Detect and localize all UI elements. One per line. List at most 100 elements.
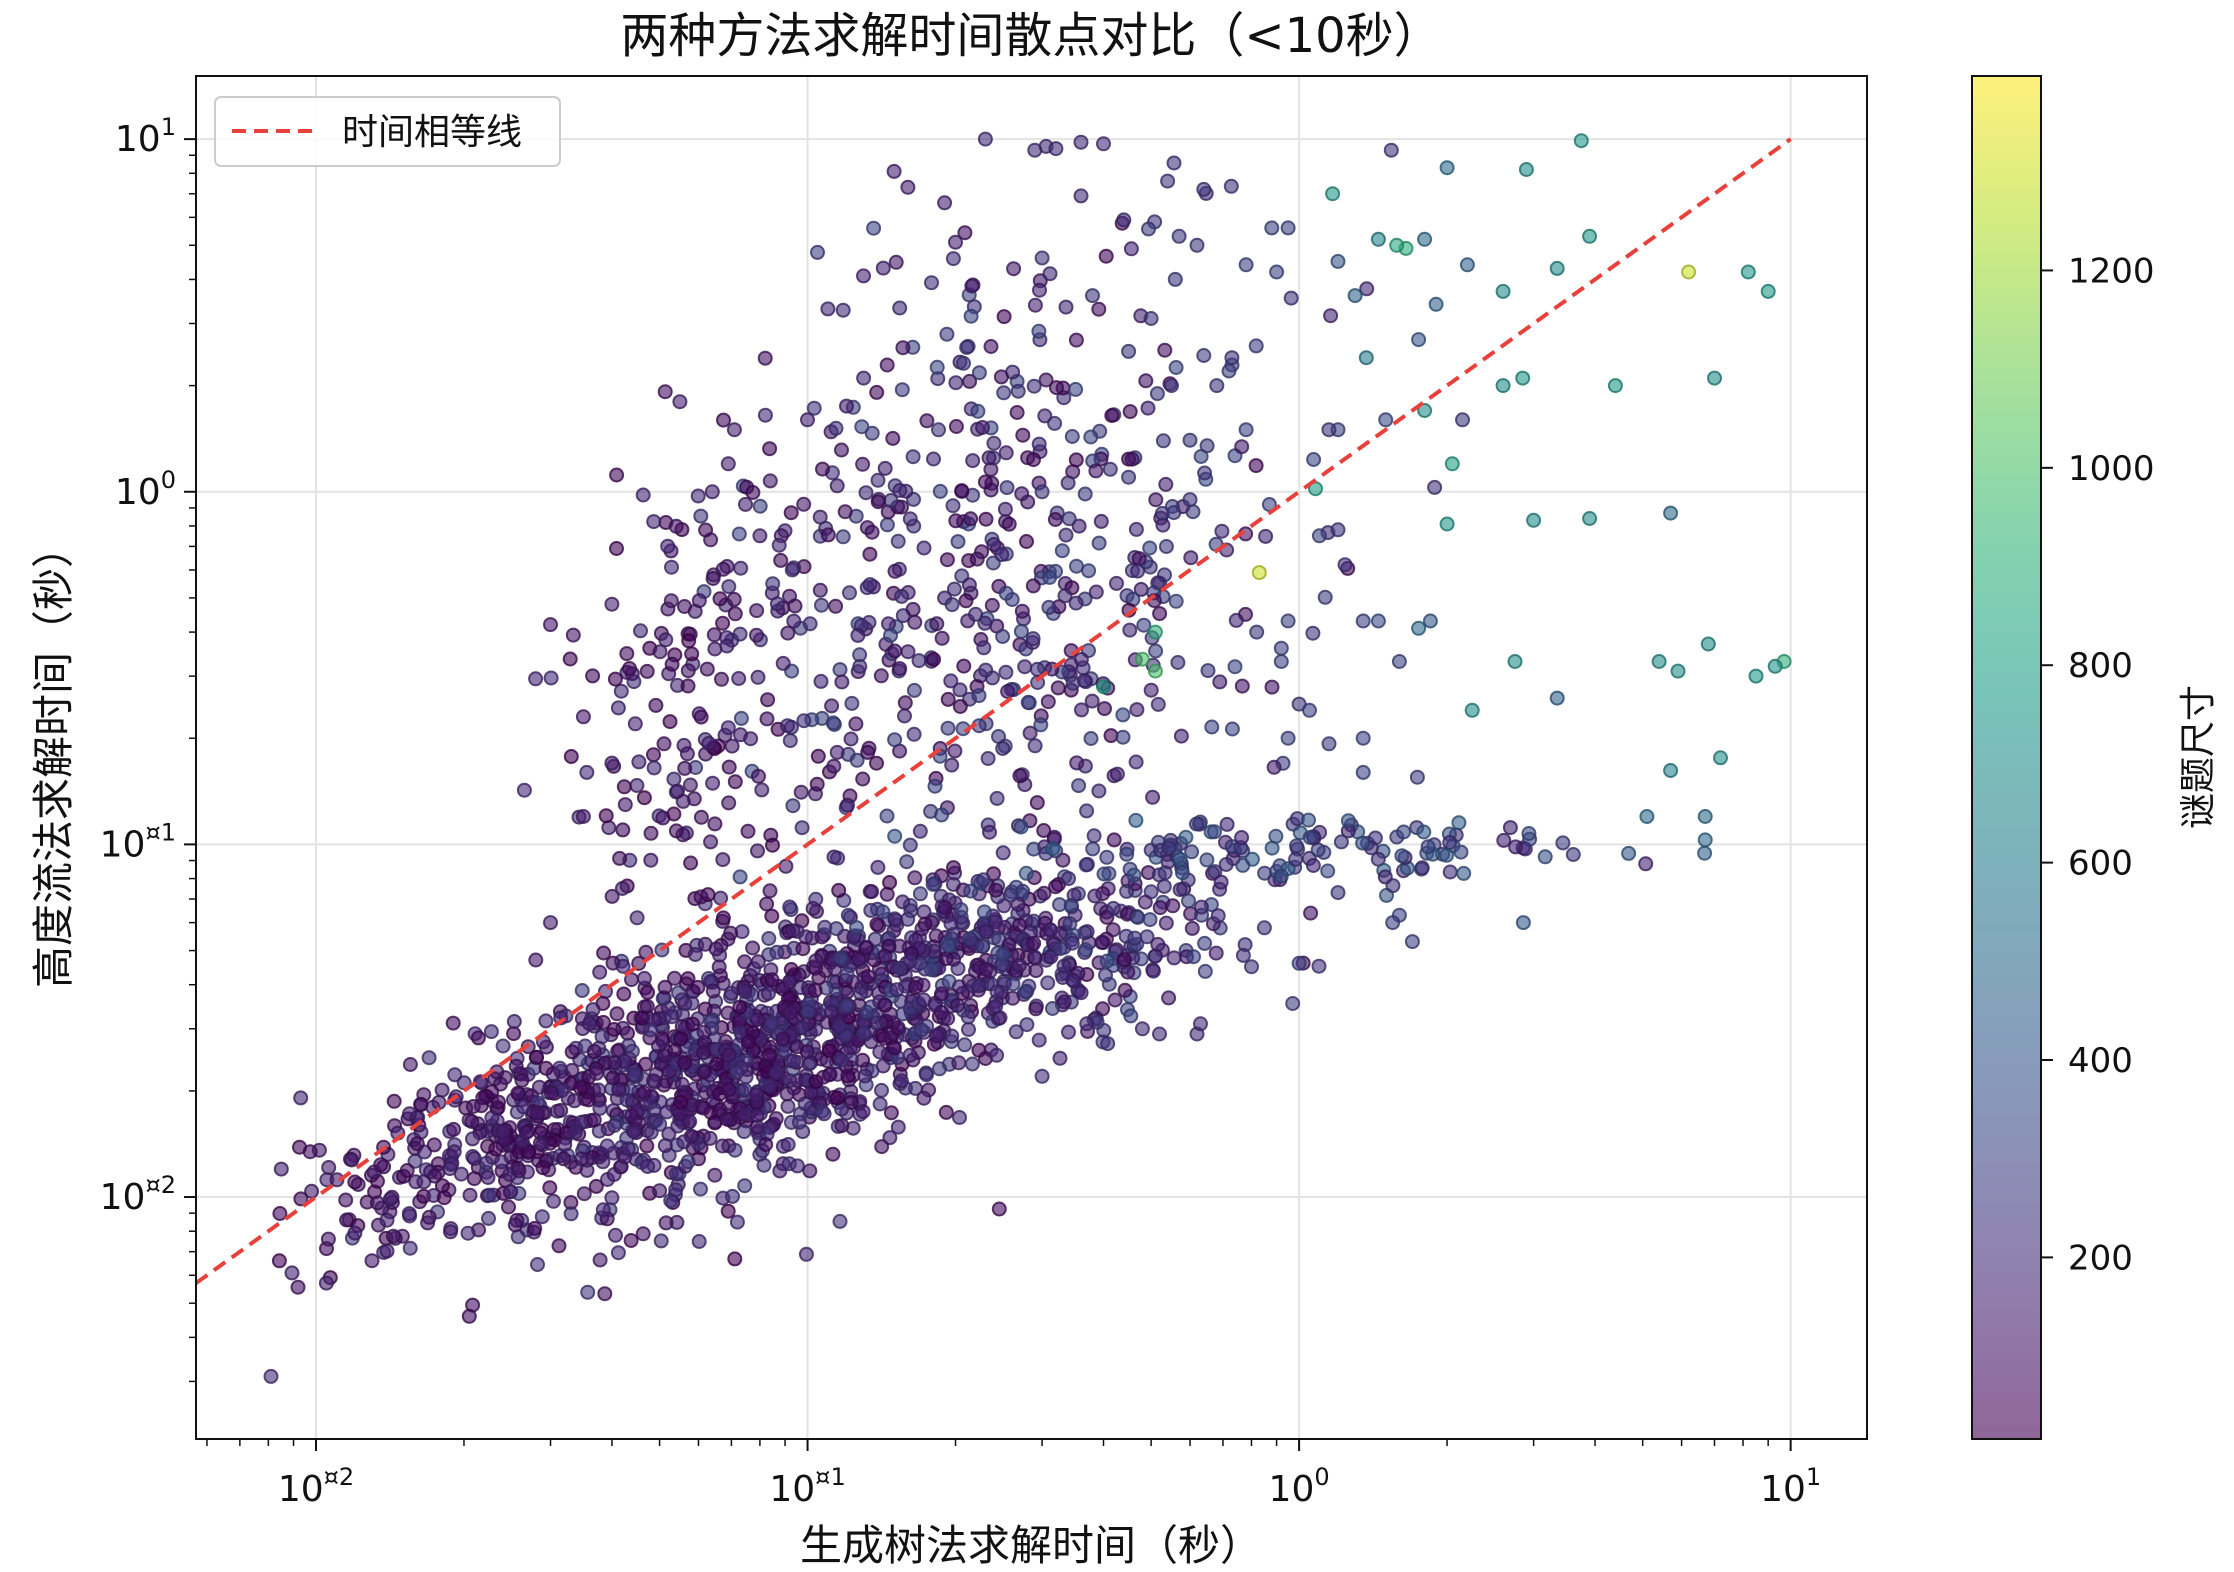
data-point: [636, 970, 652, 986]
colorbar-frame: [1971, 75, 2042, 1440]
data-point: [1081, 563, 1097, 579]
data-point: [1325, 186, 1341, 202]
data-point: [956, 355, 971, 371]
data-point: [779, 1086, 795, 1102]
data-point: [1145, 963, 1161, 979]
data-point: [856, 1025, 871, 1041]
data-point: [731, 671, 747, 686]
data-point: [969, 551, 985, 567]
data-point: [919, 1067, 934, 1083]
data-point: [657, 1138, 673, 1154]
data-point: [1283, 290, 1299, 306]
data-point: [939, 326, 955, 342]
data-point: [514, 1072, 530, 1088]
data-point: [784, 562, 800, 578]
data-point: [604, 1190, 620, 1206]
data-point: [1385, 915, 1401, 931]
data-point: [1170, 655, 1186, 670]
data-point: [1244, 959, 1259, 975]
data-point: [1414, 860, 1430, 876]
x-tick-base: 10: [278, 1469, 324, 1510]
data-point: [1302, 830, 1318, 845]
data-point: [883, 1105, 899, 1121]
data-point: [939, 552, 955, 568]
data-point: [801, 1056, 817, 1072]
data-point: [682, 777, 698, 793]
x-tick-label: 101: [1760, 1463, 1821, 1510]
data-point: [1370, 231, 1386, 247]
data-point: [725, 1188, 740, 1204]
data-point: [466, 1151, 482, 1166]
data-point: [789, 1158, 805, 1174]
data-point: [1103, 728, 1119, 744]
data-point: [890, 1020, 906, 1036]
data-point: [894, 382, 910, 398]
data-point: [1172, 851, 1188, 867]
data-point: [567, 1093, 582, 1109]
data-point: [1015, 427, 1031, 443]
data-point: [750, 669, 766, 685]
data-point: [1048, 879, 1064, 895]
data-point: [1713, 750, 1728, 766]
data-point: [971, 365, 987, 381]
data-point: [1036, 885, 1052, 901]
x-tick-exponent: 1: [1806, 1463, 1821, 1491]
data-point: [652, 1116, 668, 1132]
data-point: [758, 1137, 774, 1152]
data-point: [1321, 422, 1337, 438]
data-point: [1266, 759, 1282, 775]
data-point: [1040, 694, 1056, 710]
data-point: [1186, 949, 1201, 965]
data-point: [782, 733, 798, 749]
data-point: [677, 1055, 693, 1071]
data-point: [1115, 707, 1131, 723]
data-point: [615, 822, 631, 838]
data-point: [759, 711, 775, 727]
data-point: [1330, 885, 1346, 901]
data-point: [627, 716, 643, 732]
data-point: [601, 820, 617, 836]
data-point: [1117, 982, 1133, 998]
data-point: [705, 571, 721, 586]
data-point: [1085, 288, 1100, 304]
data-point: [575, 809, 591, 824]
data-point: [631, 754, 647, 770]
data-point: [787, 598, 803, 614]
data-point: [782, 899, 798, 915]
data-point: [695, 1100, 711, 1116]
data-point: [976, 872, 991, 888]
data-point: [1034, 250, 1050, 266]
data-point: [643, 852, 659, 868]
data-point: [962, 373, 978, 389]
data-point: [1099, 849, 1115, 865]
data-point: [948, 513, 964, 529]
data-point: [518, 1125, 534, 1141]
data-point: [565, 627, 581, 643]
data-point: [431, 1094, 447, 1110]
data-point: [737, 954, 753, 970]
data-point: [592, 1100, 608, 1116]
data-point: [1234, 830, 1250, 845]
data-point: [1043, 949, 1059, 965]
data-point: [652, 1183, 668, 1199]
data-point: [607, 1117, 622, 1133]
data-point: [944, 597, 960, 613]
data-point: [543, 1085, 559, 1101]
data-point: [1218, 857, 1234, 872]
data-point: [892, 300, 908, 316]
data-point: [635, 487, 651, 503]
data-point: [813, 673, 829, 689]
data-point: [706, 627, 722, 643]
data-point: [907, 870, 923, 886]
colorbar-tick-label: 1000: [2068, 449, 2155, 489]
data-point: [911, 653, 927, 669]
data-point: [1288, 851, 1304, 867]
data-point: [1060, 475, 1076, 491]
data-point: [1119, 883, 1135, 899]
data-point: [671, 985, 686, 1001]
data-point: [943, 673, 959, 689]
data-point: [1143, 311, 1159, 326]
data-point: [677, 760, 693, 776]
y-tick-exponent: ¤1: [145, 818, 176, 846]
data-point: [823, 1004, 839, 1020]
